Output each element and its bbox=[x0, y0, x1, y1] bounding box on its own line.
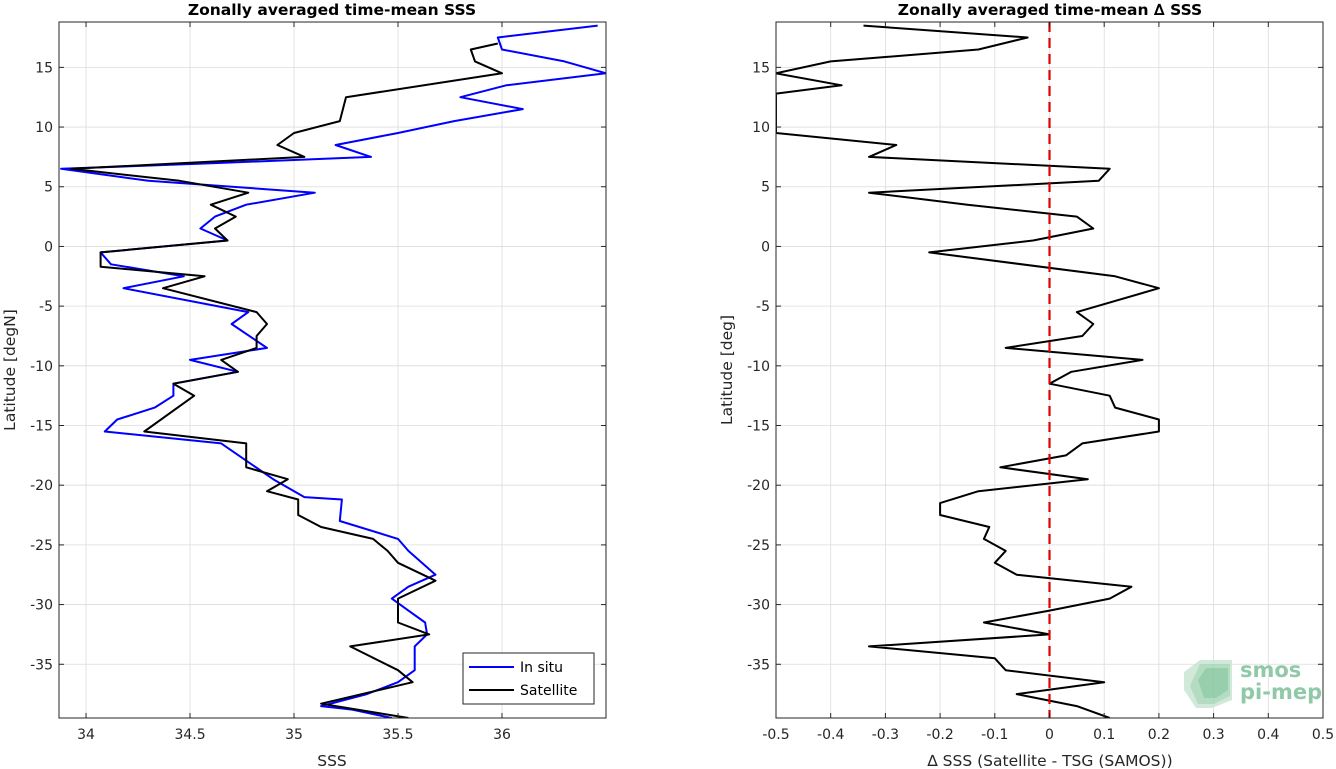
sss-x-axis-label: SSS bbox=[317, 752, 347, 769]
x-tick-label-0m1: 0.1 bbox=[1093, 727, 1115, 743]
y-tick-label-20: -20 bbox=[747, 478, 770, 494]
y-tick-label-10: -10 bbox=[30, 359, 53, 375]
series-line-inmsitu bbox=[60, 24, 606, 718]
x-tick-label-0m5: -0.5 bbox=[762, 727, 789, 743]
x-tick-label-0m4: -0.4 bbox=[817, 727, 844, 743]
y-tick-label-0: 0 bbox=[761, 239, 770, 255]
legend-label-satellite: Satellite bbox=[520, 683, 577, 699]
delta-sss-panel: smos pi-mep -0.5 -0.4 -0.3 -0.2 -0.1 0 0.1 0.2 0… bbox=[718, 1, 1334, 769]
x-tick-label-0m5: 0.5 bbox=[1312, 727, 1334, 743]
sss-plot-frame bbox=[58, 21, 607, 719]
y-tick-label-5: -5 bbox=[39, 299, 53, 315]
x-tick-label-36: 36 bbox=[493, 727, 511, 743]
series-line-satellite bbox=[70, 42, 503, 718]
x-tick-label-0m3: 0.3 bbox=[1202, 727, 1224, 743]
y-tick-label-25: -25 bbox=[30, 538, 53, 554]
y-tick-label-30: -30 bbox=[747, 598, 770, 614]
x-tick-label-0: 0 bbox=[1045, 727, 1054, 743]
legend-box bbox=[462, 652, 595, 705]
sss-grid bbox=[59, 22, 606, 718]
series-line-delta-sss bbox=[776, 24, 1160, 718]
logo-text-pi-mep: pi-mep bbox=[1240, 680, 1322, 704]
y-tick-label-35: -35 bbox=[747, 657, 770, 673]
logo-text-smos: smos bbox=[1240, 658, 1301, 682]
y-tick-label-15: -15 bbox=[747, 419, 770, 435]
x-tick-label-0m1: -0.1 bbox=[981, 727, 1008, 743]
y-tick-label-15: 15 bbox=[35, 60, 53, 76]
y-tick-label-10: 10 bbox=[752, 120, 770, 136]
x-tick-label-34: 34 bbox=[77, 727, 95, 743]
delta-ticks: -0.5 -0.4 -0.3 -0.2 -0.1 0 0.1 0.2 0.3 0.4 0.5 15 10… bbox=[747, 22, 1334, 743]
x-tick-label-0m2: 0.2 bbox=[1148, 727, 1170, 743]
x-tick-label-0m3: -0.3 bbox=[872, 727, 899, 743]
y-tick-label-30: -30 bbox=[30, 598, 53, 614]
x-tick-label-35m5: 35.5 bbox=[382, 727, 413, 743]
logo-graphic bbox=[1184, 660, 1232, 708]
x-tick-label-0m2: -0.2 bbox=[926, 727, 953, 743]
y-tick-label-15: -15 bbox=[30, 419, 53, 435]
y-tick-label-25: -25 bbox=[747, 538, 770, 554]
y-tick-label-5: 5 bbox=[761, 180, 770, 196]
delta-chart-title: Zonally averaged time-mean ∆ SSS bbox=[898, 1, 1202, 19]
sss-y-axis-label: Latitude [degN] bbox=[1, 309, 19, 431]
y-tick-label-10: 10 bbox=[35, 120, 53, 136]
sss-ticks: 34 34.5 35 35.5 36 15 10 5 0 -5 -10 -15 -20 -25 -30 -35 bbox=[30, 22, 606, 743]
y-tick-label-20: -20 bbox=[30, 478, 53, 494]
sss-chart-title: Zonally averaged time-mean SSS bbox=[188, 1, 476, 19]
delta-y-axis-label: Latitude [deg] bbox=[718, 315, 736, 425]
smos-pi-mep-logo: smos pi-mep bbox=[1184, 658, 1322, 708]
legend-label-in-situ: In situ bbox=[520, 660, 563, 676]
y-tick-label-35: -35 bbox=[30, 657, 53, 673]
sss-legend: In situ Satellite bbox=[462, 652, 595, 705]
y-tick-label-5: -5 bbox=[756, 299, 770, 315]
y-tick-label-5: 5 bbox=[44, 180, 53, 196]
delta-series bbox=[776, 24, 1160, 718]
y-tick-label-10: -10 bbox=[747, 359, 770, 375]
y-tick-label-15: 15 bbox=[752, 60, 770, 76]
sss-panel: 34 34.5 35 35.5 36 15 10 5 0 -5 -10 -15 -20 -25 -30 -35… bbox=[1, 1, 607, 769]
sss-plot-area bbox=[59, 22, 606, 718]
delta-x-axis-label: ∆ SSS (Satellite - TSG (SAMOS)) bbox=[926, 752, 1172, 769]
x-tick-label-34m5: 34.5 bbox=[174, 727, 205, 743]
y-tick-label-0: 0 bbox=[44, 239, 53, 255]
x-tick-label-0m4: 0.4 bbox=[1257, 727, 1279, 743]
sss-series bbox=[60, 24, 606, 718]
x-tick-label-35: 35 bbox=[285, 727, 303, 743]
